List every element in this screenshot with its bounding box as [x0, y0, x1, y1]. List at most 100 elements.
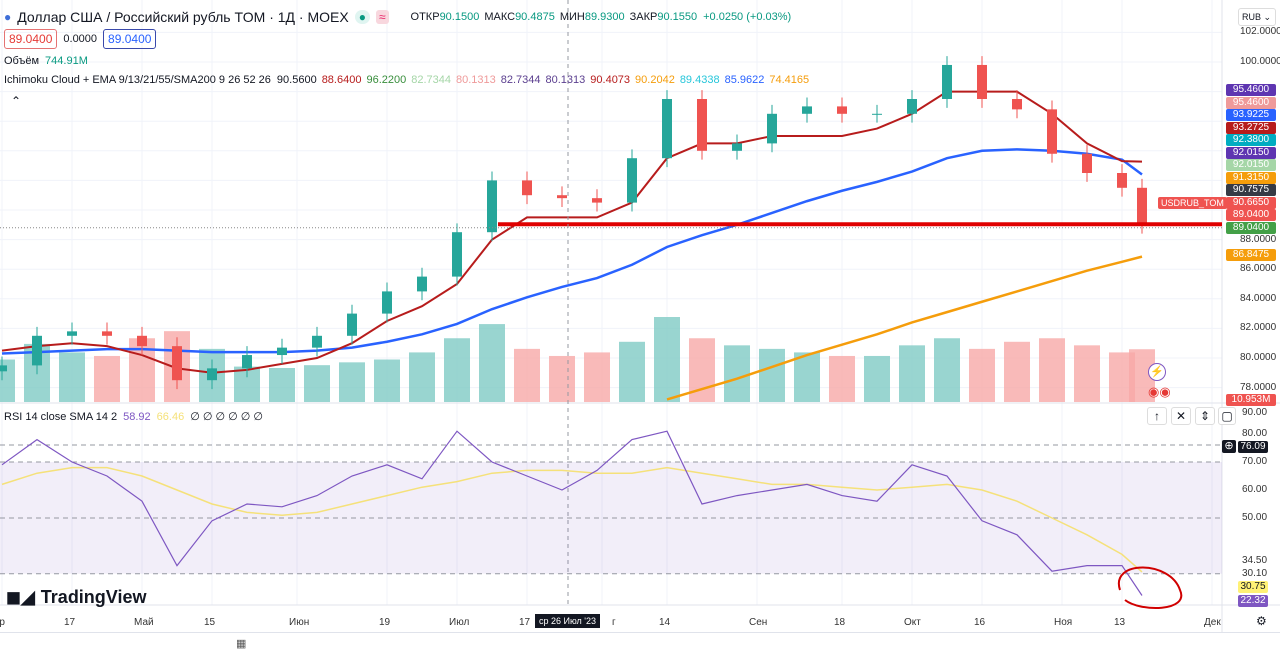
events-flag-icon[interactable]: ◉◉ — [1148, 384, 1171, 399]
settings-gear-icon[interactable]: ⚙ — [1256, 614, 1267, 628]
volume-bar — [409, 352, 435, 402]
time-tick: Июн — [289, 617, 310, 628]
time-tick: 19 — [379, 617, 391, 628]
rsi-tick: 80.00 — [1242, 428, 1268, 439]
volume-label: Объём — [4, 55, 40, 67]
price-tick: 82.0000 — [1240, 322, 1277, 334]
time-tick: 13 — [1114, 617, 1126, 628]
time-tick: Окт — [904, 617, 921, 628]
change-value: +0.0250 (+0.03%) — [703, 11, 792, 23]
price-axis-label: 93.2725 — [1226, 121, 1276, 134]
ohlc-values: ОТКР90.1500 МАКС90.4875 МИН89.9300 ЗАКР90.1… — [411, 11, 698, 23]
rsi-title[interactable]: RSI 14 close SMA 14 2 — [4, 410, 118, 423]
sma200-line — [666, 255, 1143, 401]
price-axis-label: 86.8475 — [1226, 249, 1276, 261]
quote-row: 89.0400 0.0000 89.0400 — [4, 29, 157, 49]
candle — [32, 335, 42, 366]
indicator-title[interactable]: Ichimoku Cloud + EMA 9/13/21/55/SMA200 9… — [4, 74, 271, 86]
indicator-value: 82.7344 — [411, 74, 451, 86]
candle — [557, 195, 567, 199]
tradingview-logo[interactable]: ◼◢ TradingView — [6, 587, 147, 608]
candle — [452, 232, 462, 277]
move-pane-up-button[interactable]: ↑ — [1147, 407, 1167, 425]
rsi-tick: 30.10 — [1242, 567, 1268, 579]
indicator-value: 74.4165 — [769, 74, 810, 86]
indicator-value: 90.2042 — [635, 74, 675, 86]
volume-legend: Объём 744.91M — [4, 55, 88, 67]
indicator-value: 90.4073 — [590, 74, 631, 86]
volume-bar — [59, 352, 85, 402]
time-tick: пр — [0, 617, 5, 628]
bottom-toolbar-divider — [0, 632, 1280, 633]
flag-icon: ● — [4, 10, 12, 24]
ohlc-key: МИН — [559, 11, 585, 23]
volume-bar — [304, 365, 330, 402]
candle — [347, 313, 357, 336]
volume-bar — [759, 348, 785, 402]
price-tick: 86.0000 — [1240, 263, 1277, 275]
indicator-value: 88.6400 — [321, 74, 362, 86]
price-axis-label: 95.4600 — [1226, 84, 1276, 96]
add-plus-icon[interactable]: ⊕ — [1222, 440, 1236, 453]
kijun-line — [1, 90, 1143, 374]
ohlc-item: МАКС90.4875 — [484, 11, 555, 23]
volume-bar — [1039, 338, 1065, 402]
time-tick: 17 — [64, 617, 76, 628]
candle — [522, 180, 532, 196]
candle — [242, 355, 252, 369]
volume-bar — [549, 355, 575, 402]
price-tick: 102.0000 — [1240, 26, 1280, 38]
market-status-icon[interactable]: ● — [354, 10, 370, 24]
volume-bar — [1004, 341, 1030, 402]
ohlc-value: 89.9300 — [584, 11, 625, 23]
candle — [172, 346, 182, 381]
candle — [627, 158, 637, 203]
volume-axis-label: 10.953M — [1226, 394, 1276, 406]
candle — [67, 331, 77, 336]
brand-name: TradingView — [40, 587, 147, 607]
indicator-values: 90.5600 88.6400 96.2200 82.7344 80.1313 82.73… — [277, 74, 809, 86]
candle — [837, 106, 847, 114]
candle — [592, 198, 602, 203]
price-axis-label: 92.3800 — [1226, 134, 1276, 146]
rsi-tick: 50.00 — [1242, 512, 1268, 523]
currency-select[interactable]: RUB ⌄ — [1238, 8, 1276, 26]
indicator-value: 82.7344 — [500, 74, 541, 86]
volume-value: 744.91M — [45, 55, 88, 67]
ema55-line — [1, 148, 1143, 355]
delay-icon[interactable]: ≈ — [375, 10, 389, 24]
indicator-value: 90.5600 — [276, 74, 317, 86]
ohlc-key: МАКС — [484, 11, 516, 23]
crosshair-date-label: ср 26 Июл '23 — [535, 614, 601, 628]
ohlc-item: МИН89.9300 — [560, 11, 625, 23]
price-axis-label: 92.0150 — [1226, 159, 1276, 171]
collapse-pane-button[interactable]: ⇕ — [1195, 407, 1215, 425]
candle — [732, 143, 742, 151]
indicator-value: 85.9622 — [724, 74, 765, 86]
rsi-value: 58.92 — [123, 410, 151, 423]
collapse-legend-button[interactable]: ⌃ — [6, 93, 26, 111]
price-axis-label: 91.3150 — [1226, 171, 1276, 184]
indicator-value: 80.1313 — [545, 74, 586, 86]
symbol-title[interactable]: Доллар США / Российский рубль TOM · 1Д ·… — [17, 9, 349, 25]
ohlc-key: ОТКР — [410, 11, 440, 23]
time-tick: 18 — [834, 617, 846, 628]
sell-price[interactable]: 89.0400 — [4, 29, 58, 49]
ohlc-key: ЗАКР — [629, 11, 658, 23]
rsi-axis-label: 76.09 — [1238, 441, 1268, 453]
time-tick: Май — [134, 617, 154, 628]
volume-bar — [864, 355, 890, 402]
volume-bar — [479, 324, 505, 402]
candle — [487, 180, 497, 233]
price-axis-label: 89.0400 — [1226, 221, 1276, 234]
calendar-icon[interactable]: ▦ — [236, 638, 247, 650]
lightning-icon[interactable]: ⚡ — [1148, 363, 1166, 381]
candle — [1137, 187, 1147, 225]
delete-pane-button[interactable]: ✕ — [1171, 407, 1191, 425]
ohlc-value: 90.4875 — [515, 11, 555, 23]
candle — [1047, 109, 1057, 154]
maximize-pane-button[interactable]: ▢ — [1218, 407, 1236, 425]
volume-bar — [94, 355, 120, 402]
buy-price[interactable]: 89.0400 — [103, 29, 157, 49]
